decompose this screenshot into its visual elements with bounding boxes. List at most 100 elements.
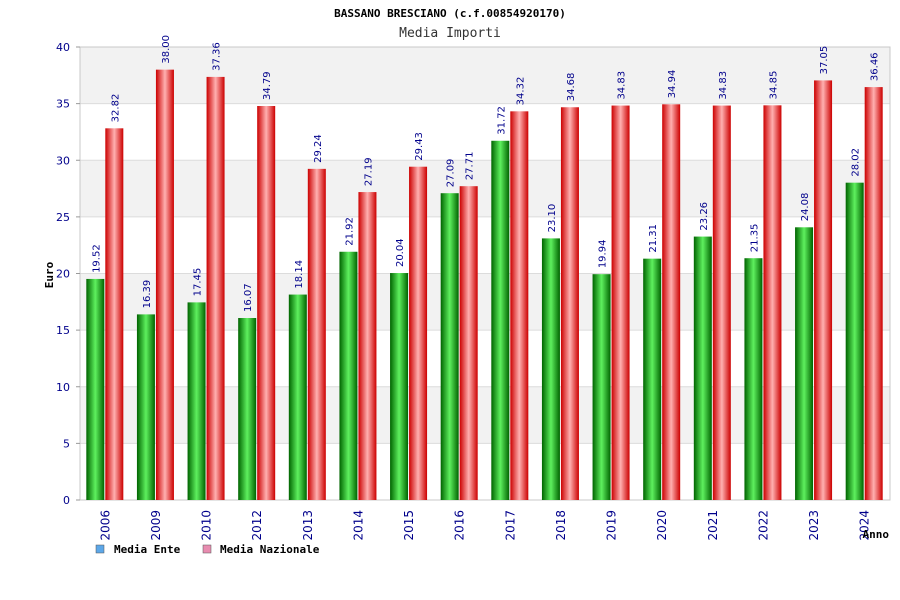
x-tick-label: 2016 xyxy=(453,510,467,541)
data-label-media-nazionale: 34.94 xyxy=(667,70,678,99)
data-label-media-ente: 21.35 xyxy=(749,224,760,253)
bar-media-ente xyxy=(541,238,560,500)
x-tick-label: 2018 xyxy=(554,510,568,541)
data-label-media-nazionale: 32.82 xyxy=(110,94,121,123)
y-tick-label: 10 xyxy=(56,381,70,394)
data-label-media-ente: 17.45 xyxy=(193,268,204,297)
bar-media-nazionale xyxy=(459,186,478,500)
y-tick-label: 40 xyxy=(56,41,70,54)
x-tick-label: 2022 xyxy=(756,510,770,541)
legend-label-ente: Media Ente xyxy=(114,543,181,556)
data-label-media-ente: 28.02 xyxy=(851,148,862,177)
bar-media-ente xyxy=(339,251,358,500)
legend-swatch-nazionale xyxy=(202,544,212,554)
data-label-media-ente: 23.10 xyxy=(547,204,558,233)
bar-media-nazionale xyxy=(257,106,276,501)
x-tick-label: 2015 xyxy=(402,510,416,541)
y-tick-label: 30 xyxy=(56,154,70,167)
x-tick-label: 2021 xyxy=(706,510,720,541)
chart-subtitle: Media Importi xyxy=(399,26,501,41)
bar-media-ente xyxy=(238,318,257,500)
x-tick-label: 2006 xyxy=(98,510,112,541)
bar-media-nazionale xyxy=(307,168,326,500)
bar-media-nazionale xyxy=(105,128,124,500)
bar-media-ente xyxy=(693,236,712,500)
data-label-media-nazionale: 37.36 xyxy=(212,42,223,71)
x-tick-label: 2013 xyxy=(301,510,315,541)
x-tick-label: 2014 xyxy=(351,510,365,541)
x-tick-label: 2010 xyxy=(200,510,214,541)
data-label-media-ente: 21.92 xyxy=(344,217,355,246)
bar-media-nazionale xyxy=(358,192,377,501)
legend-swatch-ente xyxy=(95,544,105,554)
bars: 19.52 32.82 16.39 38.00 17.45 37.36 16.07 34.79… xyxy=(86,35,883,501)
bar-media-ente xyxy=(592,274,611,500)
bar-media-ente xyxy=(491,140,510,500)
bar-media-ente xyxy=(744,258,763,500)
bar-media-nazionale xyxy=(712,105,731,501)
bar-media-ente xyxy=(136,314,155,500)
chart-title: BASSANO BRESCIANO (c.f.00854920170) xyxy=(334,7,566,20)
data-label-media-ente: 19.52 xyxy=(91,244,102,273)
data-label-media-ente: 27.09 xyxy=(446,159,457,188)
y-tick-label: 0 xyxy=(63,494,70,507)
data-label-media-ente: 16.39 xyxy=(142,280,153,309)
data-label-media-ente: 24.08 xyxy=(800,193,811,222)
data-label-media-ente: 16.07 xyxy=(243,283,254,312)
x-tick-label: 2024 xyxy=(858,510,872,541)
bar-media-nazionale xyxy=(864,87,883,500)
data-label-media-nazionale: 38.00 xyxy=(161,35,172,64)
data-label-media-nazionale: 34.79 xyxy=(262,71,273,100)
x-tick-label: 2023 xyxy=(807,510,821,541)
y-axis: 0 5 10 15 20 25 30 35 40 xyxy=(56,41,80,507)
data-label-media-nazionale: 29.43 xyxy=(414,132,425,161)
data-label-media-ente: 21.31 xyxy=(648,224,659,253)
bar-media-ente xyxy=(440,193,459,500)
bar-media-ente xyxy=(795,227,814,500)
data-label-media-nazionale: 34.32 xyxy=(515,77,526,106)
bar-media-ente xyxy=(288,294,307,500)
bar-media-ente xyxy=(187,302,206,500)
x-tick-label: 2019 xyxy=(605,510,619,541)
data-label-media-nazionale: 37.05 xyxy=(819,46,830,75)
bar-media-nazionale xyxy=(155,69,174,501)
data-label-media-ente: 23.26 xyxy=(699,202,710,231)
x-axis: 2006 2009 2010 2012 2013 2014 2015 2016 2017 2018… xyxy=(98,510,871,541)
x-tick-label: 2017 xyxy=(503,510,517,541)
data-label-media-nazionale: 29.24 xyxy=(313,134,324,163)
data-label-media-nazionale: 34.83 xyxy=(617,71,628,100)
y-tick-label: 15 xyxy=(56,324,70,337)
x-tick-label: 2020 xyxy=(655,510,669,541)
data-label-media-nazionale: 27.19 xyxy=(363,157,374,186)
x-axis-title: Anno xyxy=(863,528,890,541)
x-tick-label: 2012 xyxy=(250,510,264,541)
bar-media-nazionale xyxy=(206,76,225,500)
data-label-media-nazionale: 34.85 xyxy=(768,71,779,100)
y-tick-label: 25 xyxy=(56,211,70,224)
data-label-media-nazionale: 34.83 xyxy=(718,71,729,100)
bar-media-nazionale xyxy=(409,166,428,500)
data-label-media-ente: 19.94 xyxy=(598,240,609,269)
bar-media-nazionale xyxy=(662,104,681,500)
bar-media-ente xyxy=(86,278,105,500)
data-label-media-nazionale: 36.46 xyxy=(870,52,881,81)
legend-label-nazionale: Media Nazionale xyxy=(220,543,320,556)
bar-media-nazionale xyxy=(814,80,833,500)
data-label-media-nazionale: 34.68 xyxy=(566,73,577,102)
data-label-media-ente: 18.14 xyxy=(294,260,305,289)
legend: Media Ente Media Nazionale xyxy=(95,543,320,556)
x-tick-label: 2009 xyxy=(149,510,163,541)
bar-media-ente xyxy=(390,273,409,500)
y-axis-title: Euro xyxy=(43,261,56,288)
bar-media-ente xyxy=(845,182,864,500)
bar-media-ente xyxy=(643,258,662,500)
bar-media-nazionale xyxy=(560,107,579,501)
y-tick-label: 20 xyxy=(56,268,70,281)
y-tick-label: 5 xyxy=(63,437,70,450)
bar-media-nazionale xyxy=(611,105,630,501)
y-tick-label: 35 xyxy=(56,98,70,111)
data-label-media-nazionale: 27.71 xyxy=(465,152,476,181)
data-label-media-ente: 31.72 xyxy=(496,106,507,135)
bar-media-nazionale xyxy=(510,111,529,501)
